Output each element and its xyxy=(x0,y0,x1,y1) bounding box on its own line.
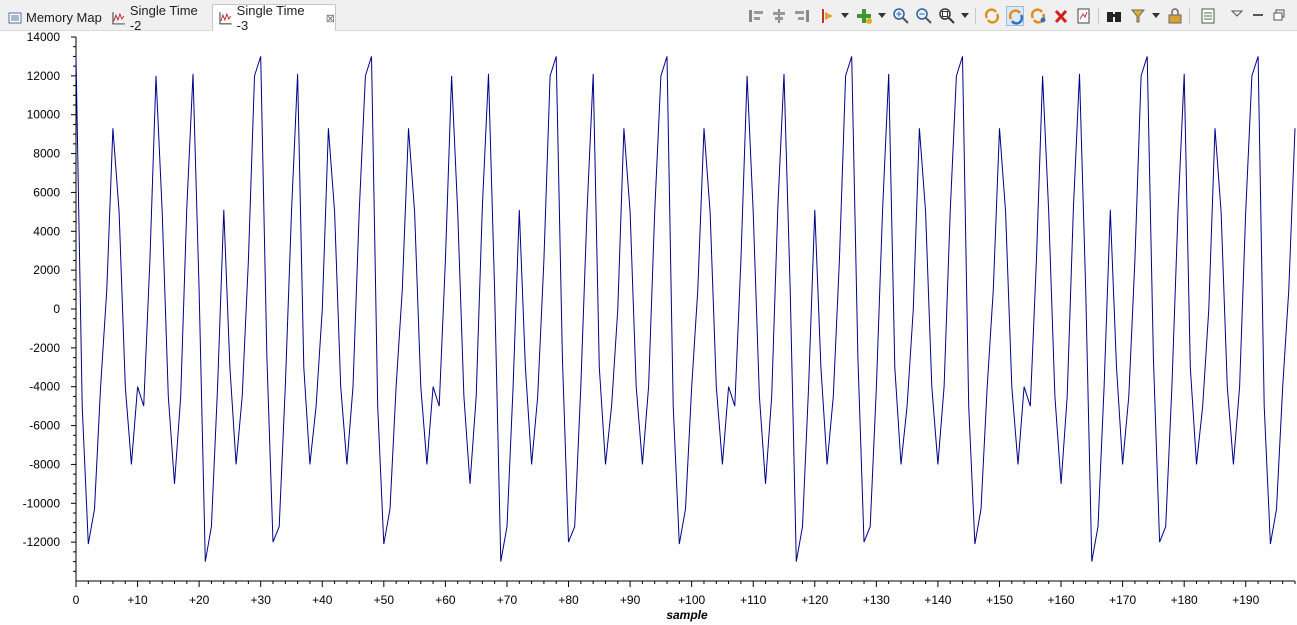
marker-dropdown-icon[interactable] xyxy=(841,13,849,18)
x-tick-label: +160 xyxy=(1048,593,1075,607)
x-tick-label: +40 xyxy=(312,593,333,607)
editor-tab-bar: Memory Map Single Time -2 Single Time -3… xyxy=(0,0,1297,33)
x-tick-label: +90 xyxy=(620,593,641,607)
x-axis-label: sample xyxy=(666,608,708,622)
x-tick-label: +80 xyxy=(558,593,579,607)
zoom-dropdown-icon[interactable] xyxy=(961,13,969,18)
x-tick-label: +10 xyxy=(127,593,148,607)
filter-icon[interactable] xyxy=(1129,6,1147,26)
tab-label: Single Time -2 xyxy=(129,2,198,33)
lock-icon[interactable] xyxy=(1166,6,1184,26)
y-tick-label: 6000 xyxy=(33,185,60,199)
sync-icon[interactable] xyxy=(983,6,1001,26)
x-tick-label: +70 xyxy=(497,593,518,607)
tab-close-icon[interactable]: ⊠ xyxy=(325,12,335,25)
refresh-icon[interactable] xyxy=(1029,6,1047,26)
tab-label: Single Time -3 xyxy=(236,3,305,33)
x-tick-label: 0 xyxy=(73,593,80,607)
marker-icon[interactable] xyxy=(819,6,837,26)
y-axis: 14000 12000 10000 8000 6000 4000 2000 0 -2000 -40… xyxy=(23,31,77,581)
x-tick-label: +110 xyxy=(740,593,766,607)
y-tick-label: 0 xyxy=(53,302,60,316)
tab-label: Memory Map xyxy=(26,10,102,25)
tab-single-time-3[interactable]: Single Time -3 ⊠ xyxy=(212,3,336,33)
signal-trace xyxy=(75,56,1296,562)
y-tick-label: -10000 xyxy=(23,496,61,510)
x-tick-label: +100 xyxy=(678,593,705,607)
add-dropdown-icon[interactable] xyxy=(878,13,886,18)
zoom-in-icon[interactable] xyxy=(892,6,910,26)
y-tick-label: 4000 xyxy=(33,224,60,238)
x-tick-label: +50 xyxy=(374,593,395,607)
x-tick-label: +190 xyxy=(1232,593,1259,607)
minimize-icon[interactable] xyxy=(1249,6,1267,26)
zoom-fit-icon[interactable] xyxy=(938,6,956,26)
align-right-icon[interactable] xyxy=(793,6,811,26)
x-tick-label: +140 xyxy=(924,593,951,607)
x-axis: 0 +10 +20 +30 +40 +50 +60 +70 +80 +90 +100 +110 +120… xyxy=(73,580,1296,607)
align-left-icon[interactable] xyxy=(747,6,765,26)
time-graph-plot[interactable]: 14000 12000 10000 8000 6000 4000 2000 0 -2000 -40… xyxy=(0,31,1297,625)
memory-map-icon xyxy=(8,12,22,23)
settings-icon[interactable] xyxy=(1199,6,1217,26)
toolbar-separator xyxy=(1098,8,1099,24)
binoculars-icon[interactable] xyxy=(1105,6,1123,26)
y-tick-label: -2000 xyxy=(29,341,60,355)
export-icon[interactable] xyxy=(1075,6,1093,26)
x-tick-label: +120 xyxy=(801,593,828,607)
tab-memory-map[interactable]: Memory Map xyxy=(2,4,106,31)
y-tick-label: 14000 xyxy=(27,31,61,44)
zoom-out-icon[interactable] xyxy=(915,6,933,26)
delete-icon[interactable] xyxy=(1052,6,1070,26)
x-tick-label: +130 xyxy=(863,593,890,607)
y-tick-label: -4000 xyxy=(29,380,60,394)
tab-single-time-2[interactable]: Single Time -2 xyxy=(106,2,212,33)
toolbar-separator xyxy=(975,8,976,24)
toolbar-separator xyxy=(1189,8,1190,24)
y-tick-label: 8000 xyxy=(33,147,60,161)
sync-pressed-icon[interactable] xyxy=(1006,6,1024,26)
y-tick-label: 10000 xyxy=(27,108,61,122)
y-tick-label: -8000 xyxy=(29,457,60,471)
graph-icon xyxy=(219,12,232,25)
x-tick-label: +30 xyxy=(251,593,272,607)
restore-icon[interactable] xyxy=(1270,6,1288,26)
y-tick-label: -12000 xyxy=(23,535,61,549)
x-tick-label: +60 xyxy=(435,593,456,607)
x-tick-label: +180 xyxy=(1171,593,1198,607)
view-menu-icon[interactable] xyxy=(1228,6,1246,26)
y-tick-label: 12000 xyxy=(27,69,61,83)
x-tick-label: +170 xyxy=(1109,593,1136,607)
filter-dropdown-icon[interactable] xyxy=(1152,13,1160,18)
graph-icon xyxy=(112,11,125,24)
align-center-icon[interactable] xyxy=(770,6,788,26)
y-tick-label: -6000 xyxy=(29,419,60,433)
x-tick-label: +150 xyxy=(986,593,1013,607)
y-tick-label: 2000 xyxy=(33,263,60,277)
add-measurement-icon[interactable] xyxy=(855,6,873,26)
x-tick-label: +20 xyxy=(189,593,210,607)
